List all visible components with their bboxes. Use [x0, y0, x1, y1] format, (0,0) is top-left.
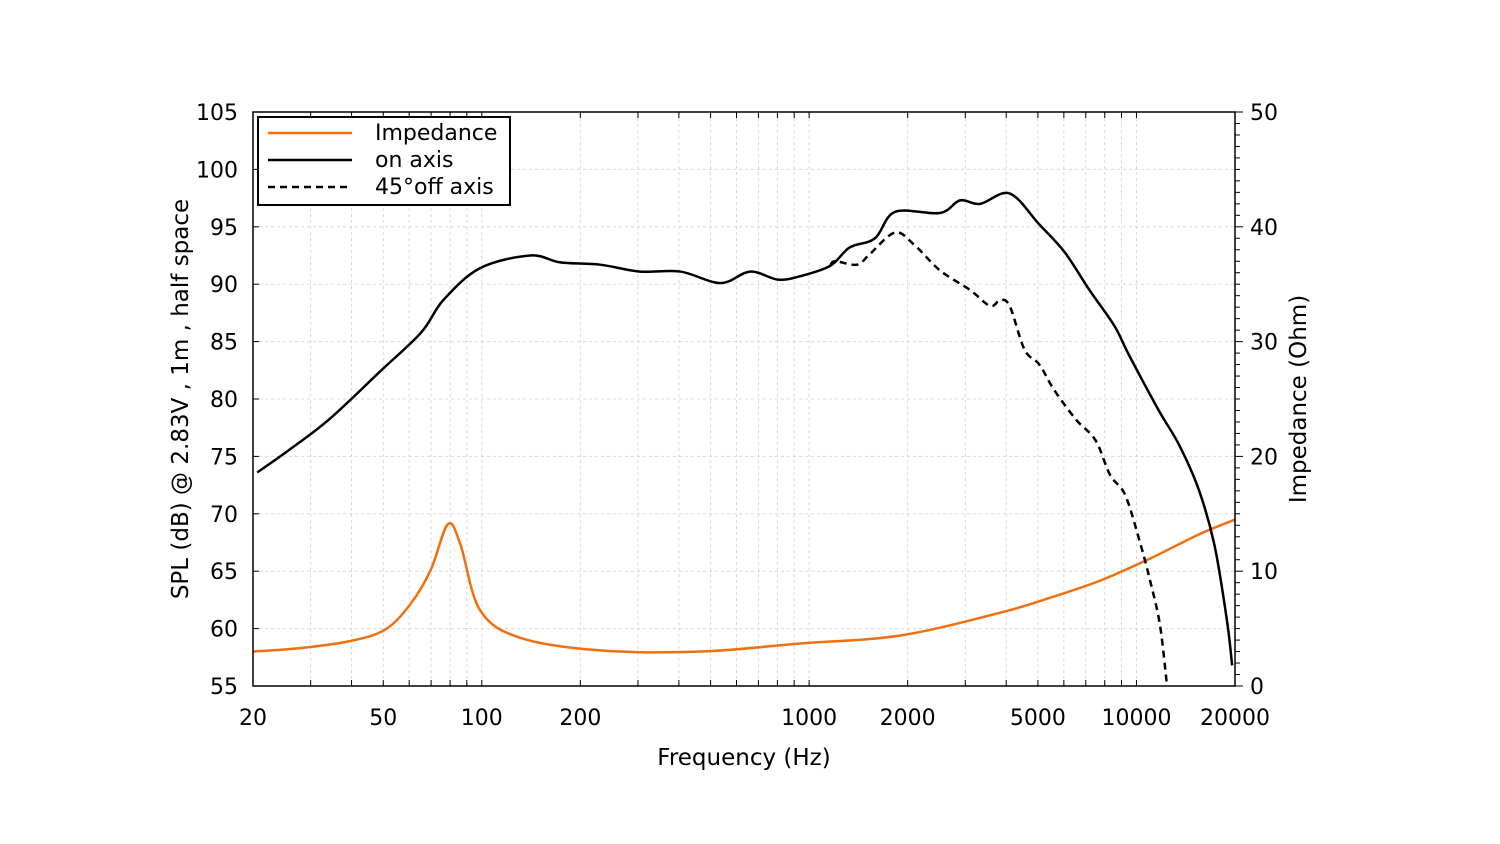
x-tick-label: 5000 — [1010, 706, 1066, 731]
x-tick-label: 50 — [369, 706, 397, 731]
x-tick-label: 2000 — [880, 706, 936, 731]
y-right-axis-title: Impedance (Ohm) — [1286, 295, 1312, 503]
x-tick-label: 100 — [461, 706, 503, 731]
y-right-tick-label: 30 — [1250, 331, 1278, 356]
y-tick-label: 95 — [210, 216, 238, 241]
y-tick-labels: 55 60 65 70 75 80 85 90 95 100 105 — [196, 101, 238, 700]
series-line-on-axis — [256, 191, 1234, 666]
plot-frame — [252, 111, 1236, 687]
y-right-tick-label: 0 — [1250, 675, 1264, 700]
y-tick-label: 60 — [210, 618, 238, 643]
y-right-tick-labels: 0 10 20 30 40 50 — [1250, 101, 1278, 700]
x-tick-label: 200 — [559, 706, 601, 731]
legend-label-on-axis: on axis — [375, 148, 453, 173]
y-tick-label: 90 — [210, 273, 238, 298]
series-line-45-off-axis — [829, 231, 1169, 687]
y-right-tick-label: 50 — [1250, 101, 1278, 126]
x-tick-label: 10000 — [1101, 706, 1171, 731]
y-tick-label: 75 — [210, 445, 238, 470]
y-tick-label: 65 — [210, 560, 238, 585]
legend-label-impedance: Impedance — [375, 121, 497, 146]
y-tick-label: 80 — [210, 388, 238, 413]
x-tick-labels: 20 50 100 200 1000 2000 5000 10000 20000 — [239, 706, 1270, 731]
y-right-tick-label: 20 — [1250, 445, 1278, 470]
y-right-tick-label: 10 — [1250, 560, 1278, 585]
x-tick-label: 20 — [239, 706, 267, 731]
y-right-tick-label: 40 — [1250, 216, 1278, 241]
y-tick-label: 85 — [210, 331, 238, 356]
series-lines — [252, 191, 1236, 687]
y-tick-label: 100 — [196, 158, 238, 183]
legend: Impedance on axis 45°off axis — [257, 116, 511, 206]
y-tick-label: 55 — [210, 675, 238, 700]
x-axis-title: Frequency (Hz) — [657, 745, 830, 771]
y-tick-label: 105 — [196, 101, 238, 126]
series-line-impedance — [252, 518, 1236, 654]
y-axis-title: SPL (dB) @ 2.83V , 1m , half space — [168, 199, 194, 599]
axis-ticks — [253, 111, 1243, 687]
x-tick-label: 1000 — [781, 706, 837, 731]
x-tick-label: 20000 — [1200, 706, 1270, 731]
legend-label-off-axis: 45°off axis — [375, 175, 494, 200]
y-tick-label: 70 — [210, 503, 238, 528]
